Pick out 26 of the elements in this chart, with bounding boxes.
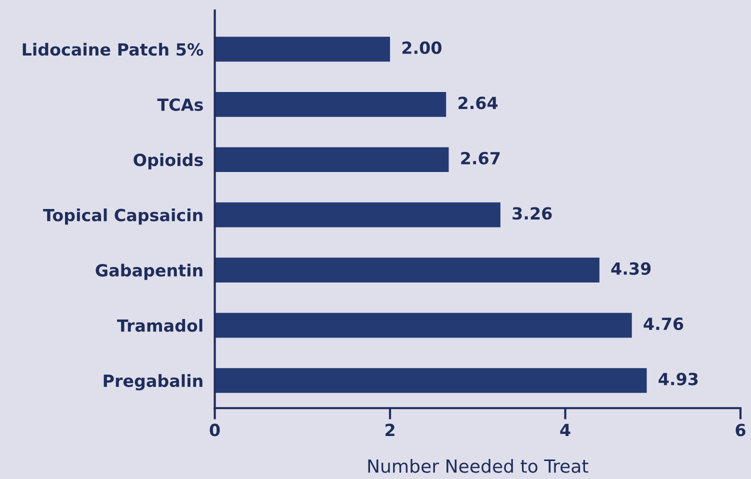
bar <box>214 36 390 62</box>
x-tick-label: 2 <box>386 424 394 436</box>
x-tick-label: 4 <box>560 424 570 436</box>
x-tick-label: 6 <box>736 424 746 436</box>
bar <box>214 368 647 393</box>
bar <box>214 147 449 172</box>
bar <box>214 92 446 117</box>
data-label: 3.26 <box>512 207 552 220</box>
y-tick-label: Pregabalin <box>104 374 202 390</box>
x-axis-title: Number Needed to Treat <box>368 458 588 473</box>
y-tick-label: Lidocaine Patch 5% <box>22 42 204 56</box>
x-tick-label: 0 <box>210 424 220 436</box>
y-tick-label: Gabapentin <box>96 264 202 280</box>
y-tick-label: Topical Capsaicin <box>43 208 202 225</box>
bar <box>214 312 632 338</box>
data-label: 4.93 <box>658 372 698 386</box>
data-label: 2.00 <box>402 41 442 54</box>
y-tick-label: Tramadol <box>117 318 202 332</box>
y-tick-label: Opioids <box>134 153 203 170</box>
data-label: 4.39 <box>611 262 651 275</box>
bar <box>214 202 500 228</box>
data-label: 4.76 <box>644 318 684 330</box>
y-tick-label: TCAs <box>157 98 203 111</box>
bar <box>214 258 600 282</box>
data-label: 2.67 <box>461 152 500 164</box>
data-label: 2.64 <box>458 96 498 110</box>
